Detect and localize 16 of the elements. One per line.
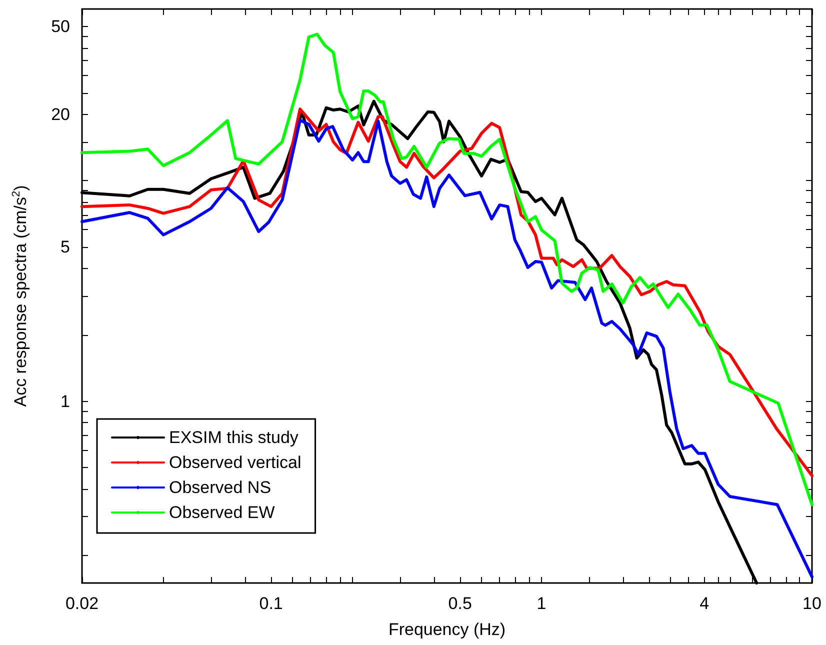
legend-label: Observed EW [169,503,275,522]
legend-label: Observed vertical [169,453,302,472]
x-tick-label: 0.5 [448,594,472,613]
y-tick-label: 1 [60,392,70,411]
y-tick-label: 20 [51,104,70,124]
x-axis-title: Frequency (Hz) [388,620,506,639]
y-tick-label: 5 [60,238,70,257]
x-tick-label: 4 [700,594,710,613]
y-axis-title: Acc response spectra (cm/s2) [10,185,30,407]
x-tick-label: 10 [802,594,822,613]
legend-label: Observed NS [169,478,272,497]
x-tick-label: 1 [536,594,546,613]
x-tick-label: 0.02 [65,594,99,613]
x-tick-label: 0.1 [259,594,283,613]
legend-label: EXSIM this study [169,428,299,447]
y-tick-label: 50 [51,16,70,36]
